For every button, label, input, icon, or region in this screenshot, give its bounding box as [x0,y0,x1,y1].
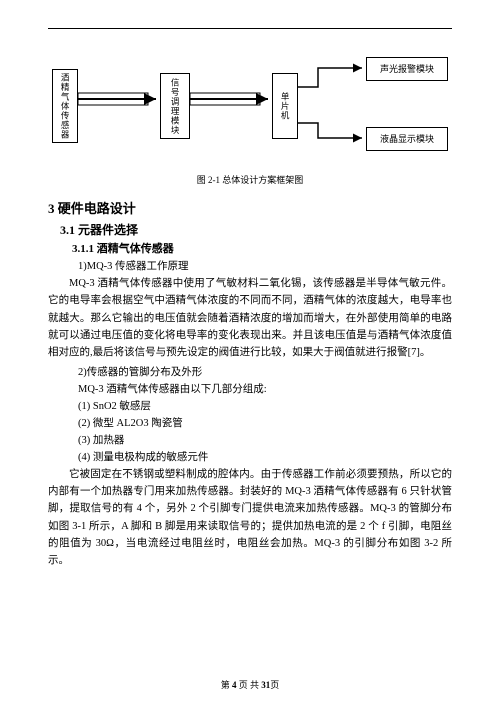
top-rule [48,28,452,29]
item-2: (2) 微型 AL2O3 陶瓷管 [78,415,452,430]
diagram-caption: 图 2-1 总体设计方案框架图 [48,173,452,186]
diagram-arrows [48,43,452,167]
framework-diagram: 酒精气体传感器 信号调理模块 单片机 声光报警模块 液晶显示模块 [48,43,452,167]
line-composition: MQ-3 酒精气体传感器由以下几部分组成: [78,381,452,396]
line-principle: 1)MQ-3 传感器工作原理 [78,258,452,273]
item-3: (3) 加热器 [78,432,452,447]
page-footer: 第 4 页 共 31页 [0,678,500,691]
footer-prefix: 第 [221,680,232,690]
item-1: (1) SnO2 敏感层 [78,398,452,413]
footer-total: 31 [261,680,270,690]
heading-3-1: 3.1 元器件选择 [60,221,452,238]
item-4: (4) 测量电极构成的敏感元件 [78,449,452,464]
para-principle: MQ-3 酒精气体传感器中使用了气敏材料二氧化锡，该传感器是半导体气敏元件。它的… [48,275,452,362]
heading-3-1-1: 3.1.1 酒精气体传感器 [72,240,452,256]
footer-mid: 页 共 [236,680,261,690]
line-pins: 2)传感器的管脚分布及外形 [78,364,452,379]
heading-3: 3 硬件电路设计 [48,198,452,217]
para-package: 它被固定在不锈钢或塑料制成的腔体内。由于传感器工作前必须要预热，所以它的内部有一… [48,466,452,570]
footer-suffix: 页 [270,680,279,690]
